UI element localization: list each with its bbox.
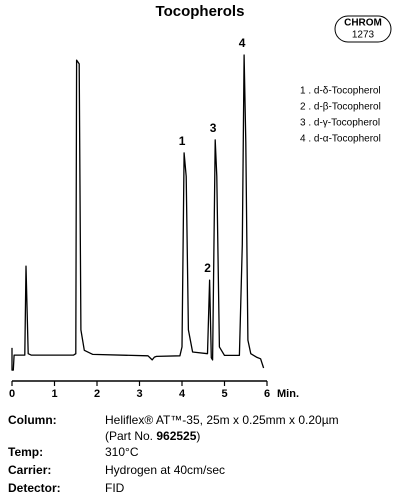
condition-value: 310°C xyxy=(105,445,139,459)
badge-frame xyxy=(334,15,392,43)
x-tick-label: 5 xyxy=(221,388,227,400)
peak-label: 1 xyxy=(179,134,186,148)
condition-extra-part: (Part No. xyxy=(105,429,156,443)
condition-extra-part: 962525 xyxy=(156,429,196,443)
peak-label: 4 xyxy=(239,36,246,50)
chart-title: Tocopherols xyxy=(156,3,245,20)
condition-value: Heliflex® AT™-35, 25m x 0.25mm x 0.20µm xyxy=(105,413,339,427)
peak-label: 2 xyxy=(204,261,211,275)
condition-value: FID xyxy=(105,481,125,495)
condition-extra-part: ) xyxy=(196,429,200,443)
x-axis-label: Min. xyxy=(277,388,299,400)
x-tick-label: 3 xyxy=(136,388,142,400)
badge-number: 1273 xyxy=(352,30,375,41)
peak-label: 3 xyxy=(210,121,217,135)
x-tick-label: 2 xyxy=(94,388,100,400)
legend-entry: 2 . d-β-Tocopherol xyxy=(300,102,381,113)
condition-value: Hydrogen at 40cm/sec xyxy=(105,463,225,477)
x-tick-label: 0 xyxy=(9,388,15,400)
condition-label: Temp: xyxy=(8,445,43,459)
legend-entry: 4 . d-α-Tocopherol xyxy=(300,134,381,145)
condition-label: Carrier: xyxy=(8,463,51,477)
trace xyxy=(11,54,265,371)
legend-entry: 3 . d-γ-Tocopherol xyxy=(300,118,380,129)
x-tick-label: 6 xyxy=(264,388,270,400)
x-tick-label: 4 xyxy=(179,388,186,400)
badge-text: CHROM xyxy=(344,18,382,29)
condition-label: Detector: xyxy=(8,481,61,495)
condition-label: Column: xyxy=(8,413,57,427)
legend-entry: 1 . d-δ-Tocopherol xyxy=(300,86,381,97)
condition-extra: (Part No. 962525) xyxy=(105,429,200,443)
x-tick-label: 1 xyxy=(51,388,57,400)
